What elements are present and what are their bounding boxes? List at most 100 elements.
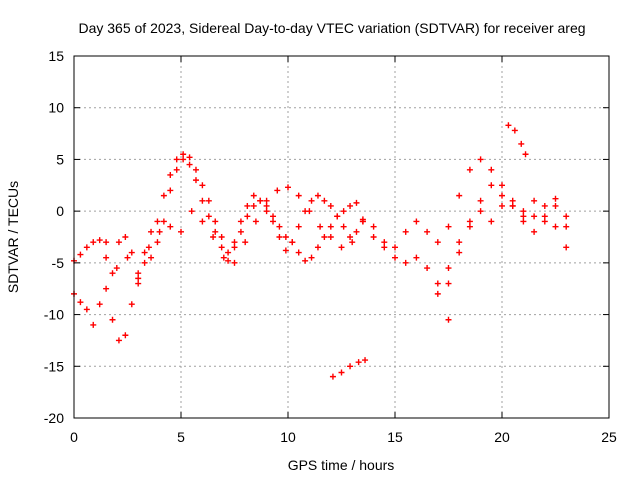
data-point (321, 234, 328, 240)
y-tick-label: 5 (56, 151, 64, 167)
data-point (522, 151, 529, 158)
data-point (552, 195, 559, 202)
plot-frame (73, 55, 610, 419)
data-point (347, 363, 354, 370)
data-point (499, 202, 505, 209)
data-point (270, 218, 277, 225)
data-point (314, 192, 321, 199)
data-point (520, 218, 527, 225)
data-point (338, 369, 345, 376)
data-point (295, 249, 302, 256)
data-point (250, 202, 257, 209)
data-point (218, 234, 225, 240)
data-point (276, 234, 283, 240)
data-point (327, 234, 334, 240)
chart-title: Day 365 of 2023, Sidereal Day-to-day VTE… (78, 20, 585, 36)
data-point (308, 197, 315, 204)
data-point (282, 234, 289, 240)
data-point (156, 228, 163, 235)
data-point (445, 265, 452, 272)
data-point (392, 244, 398, 251)
data-point (477, 208, 484, 215)
data-point (154, 218, 161, 225)
data-point (456, 249, 463, 256)
data-point (509, 202, 516, 209)
series-track-c (103, 184, 452, 323)
data-point (128, 249, 135, 256)
data-point (520, 208, 527, 215)
data-point (218, 244, 225, 251)
data-point (178, 228, 184, 235)
data-point (349, 239, 356, 246)
data-point (122, 234, 129, 240)
data-point (263, 202, 270, 209)
data-point (192, 166, 199, 173)
x-tick-label: 25 (601, 429, 617, 445)
data-point (413, 218, 420, 225)
data-point (321, 197, 328, 204)
data-point (340, 223, 347, 230)
data-point (402, 228, 409, 235)
data-point (244, 213, 251, 220)
data-point (334, 213, 341, 220)
y-tick-label: -20 (44, 410, 64, 426)
y-tick-label: -15 (44, 358, 64, 374)
data-point (115, 239, 122, 246)
data-point (250, 192, 257, 199)
data-point (109, 316, 116, 323)
x-ticks: 0 5 10 15 20 25 (70, 56, 617, 445)
data-point (424, 265, 431, 272)
data-point (424, 228, 431, 235)
data-point (509, 197, 516, 204)
y-tick-label: -5 (52, 255, 65, 271)
data-point (225, 249, 232, 256)
data-point (381, 239, 388, 246)
data-point (370, 223, 377, 230)
data-point (541, 213, 548, 220)
data-point (563, 244, 570, 251)
data-point (77, 299, 84, 306)
data-point (103, 239, 110, 246)
data-point (531, 213, 538, 220)
data-point (103, 254, 110, 261)
data-point (263, 197, 270, 204)
data-point (276, 223, 283, 230)
data-point (205, 213, 212, 220)
data-point (392, 254, 398, 261)
data-point (167, 171, 174, 178)
data-point (488, 166, 495, 173)
data-point (225, 257, 232, 264)
data-point (199, 218, 206, 225)
y-tick-label: 15 (48, 48, 64, 64)
data-point (199, 182, 206, 189)
data-point (327, 223, 334, 230)
data-point (135, 270, 142, 277)
data-point (180, 151, 187, 158)
data-point (83, 306, 90, 313)
data-point (359, 216, 366, 223)
data-point (96, 301, 103, 308)
data-point (477, 197, 484, 204)
data-point (308, 254, 315, 261)
data-point (488, 218, 495, 225)
data-point (135, 275, 142, 282)
data-point (173, 166, 180, 173)
data-point (445, 223, 452, 230)
y-axis-label: SDTVAR / TECUs (5, 181, 21, 293)
y-ticks: -20 -15 -10 -5 0 5 10 15 (44, 48, 609, 426)
data-point (205, 197, 212, 204)
data-point (456, 192, 463, 199)
x-tick-label: 0 (70, 429, 78, 445)
data-point (499, 192, 505, 199)
data-point (314, 244, 321, 251)
data-point (109, 270, 116, 277)
data-point (263, 208, 270, 215)
data-point (257, 197, 264, 204)
x-tick-label: 15 (387, 429, 403, 445)
data-point (477, 156, 484, 163)
data-point (160, 192, 167, 199)
data-point (295, 192, 302, 199)
data-point (413, 254, 420, 261)
data-point (231, 259, 238, 266)
data-point (237, 218, 244, 225)
